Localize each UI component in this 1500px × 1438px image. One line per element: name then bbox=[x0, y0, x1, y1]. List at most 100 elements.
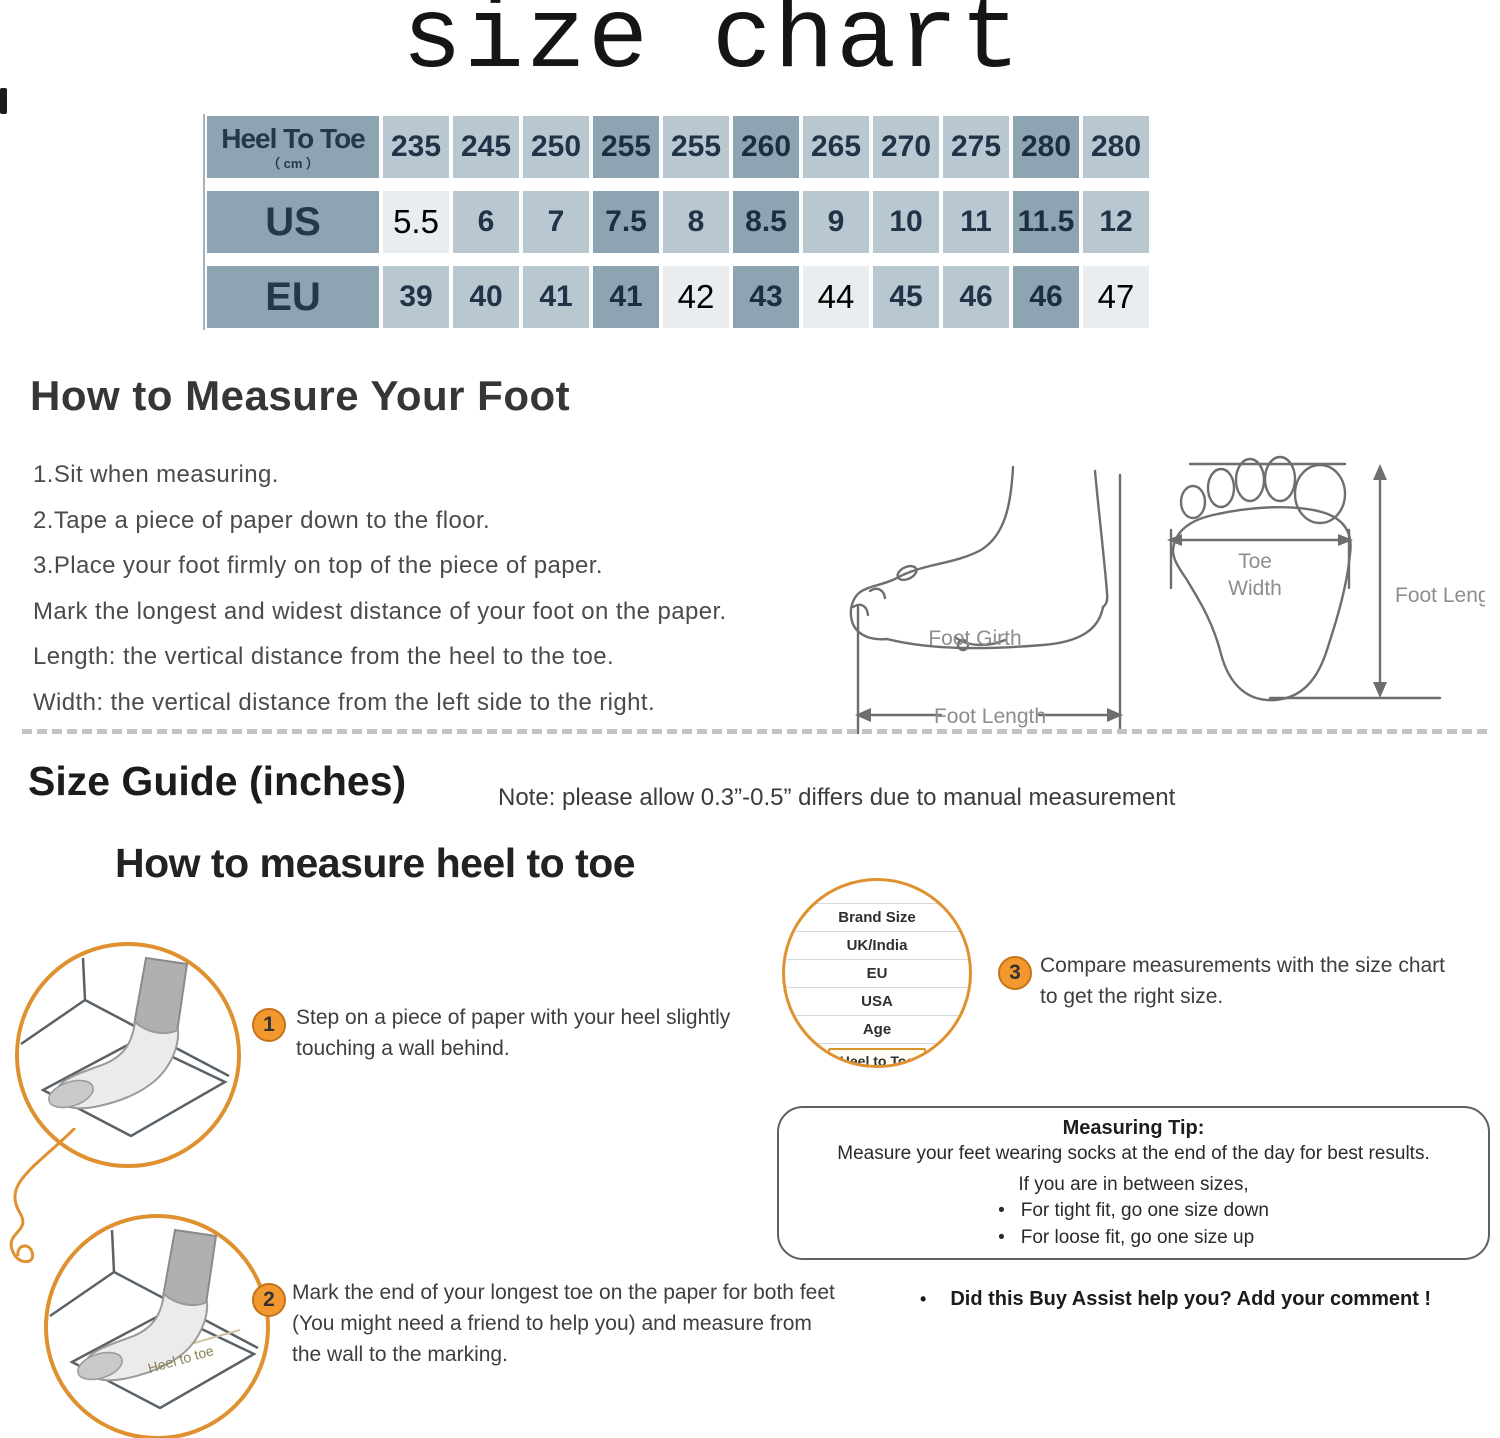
step1-line1: Step on a piece of paper with your heel … bbox=[296, 1006, 731, 1029]
toe-width-arrow-right bbox=[1338, 534, 1353, 546]
length-arrow-down bbox=[1373, 682, 1387, 698]
toe-2 bbox=[1206, 467, 1236, 509]
step3-badge: 3 bbox=[998, 956, 1032, 990]
toe-small bbox=[1179, 484, 1207, 520]
measuring-tip-line1: Measure your feet wearing socks at the e… bbox=[837, 1143, 1430, 1164]
step3-line2: to get the right size. bbox=[1040, 985, 1224, 1008]
size-cell: 7 bbox=[523, 191, 589, 253]
toe-width-label-1: Toe bbox=[1238, 550, 1272, 573]
squiggle-path bbox=[9, 1128, 77, 1263]
size-field-row: Age bbox=[785, 1016, 969, 1044]
size-cell: 47 bbox=[1083, 266, 1149, 328]
instruction-line: 3.Place your foot firmly on top of the p… bbox=[33, 552, 603, 579]
arrow-left bbox=[855, 708, 871, 722]
size-fields-list: Brand Size UK/India EU USA Age bbox=[785, 903, 969, 1044]
size-cell: 41 bbox=[523, 266, 589, 328]
instruction-line: 2.Tape a piece of paper down to the floo… bbox=[33, 506, 491, 534]
table-row-header: US bbox=[207, 191, 379, 253]
length-arrow-up bbox=[1373, 464, 1387, 480]
size-field-row: UK/India bbox=[785, 932, 969, 960]
toe-width-label-2: Width bbox=[1228, 577, 1282, 600]
size-cell: 8 bbox=[663, 191, 729, 253]
size-cell: 255 bbox=[663, 116, 729, 178]
size-cell: 235 bbox=[383, 116, 449, 178]
size-cell: 46 bbox=[1013, 266, 1079, 328]
size-cell: 39 bbox=[383, 266, 449, 328]
tip-bullet: For tight fit, go one size down bbox=[998, 1197, 1269, 1224]
measuring-tip-box: Measuring Tip: Measure your feet wearing… bbox=[777, 1106, 1490, 1260]
size-chart-table: Heel To Toe （ cm ） 235 245 250 255 255 260 265 27… bbox=[207, 116, 1149, 328]
toe-width-arrow-left bbox=[1167, 534, 1182, 546]
foot-outline-sole bbox=[885, 605, 1105, 650]
foot-length-side-label: Foot Length bbox=[934, 705, 1046, 728]
tip-bullet: For loose fit, go one size up bbox=[998, 1224, 1269, 1251]
dashed-divider bbox=[22, 729, 1487, 734]
size-cell: 41 bbox=[593, 266, 659, 328]
table-row-header: Heel To Toe （ cm ） bbox=[207, 116, 379, 178]
step2-text: Mark the end of your longest toe on the … bbox=[292, 1277, 835, 1370]
foot-arch-line bbox=[953, 635, 1007, 647]
size-cell: 280 bbox=[1083, 116, 1149, 178]
sole-outline bbox=[1171, 505, 1352, 702]
page-title: size chart bbox=[402, 0, 1023, 97]
size-cell: 11 bbox=[943, 191, 1009, 253]
step1-text: Step on a piece of paper with your heel … bbox=[296, 1002, 730, 1064]
step2-line1: Mark the end of your longest toe on the … bbox=[292, 1281, 835, 1304]
instruction-line: 1.Sit when measuring. bbox=[33, 461, 279, 488]
measure-bounds bbox=[856, 473, 1122, 735]
size-cell: 280 bbox=[1013, 116, 1079, 178]
size-cell: 270 bbox=[873, 116, 939, 178]
size-cell: 8.5 bbox=[733, 191, 799, 253]
size-cell: 44 bbox=[803, 266, 869, 328]
step1-illustration bbox=[15, 942, 241, 1168]
connector-squiggle bbox=[9, 1128, 77, 1263]
step3-line1: Compare measurements with the size chart bbox=[1040, 954, 1445, 977]
big-toe bbox=[1293, 463, 1347, 525]
size-cell: 11.5 bbox=[1013, 191, 1079, 253]
length-measure-lines bbox=[1188, 462, 1442, 700]
buy-assist-note: Did this Buy Assist help you? Add your c… bbox=[920, 1288, 1431, 1311]
side-foot-diagram: Foot Girth Foot Length bbox=[849, 465, 1123, 735]
size-cell: 275 bbox=[943, 116, 1009, 178]
step2-line2: (You might need a friend to help you) an… bbox=[292, 1312, 812, 1335]
size-fields-circle: Brand Size UK/India EU USA Age Heel to Toe bbox=[782, 878, 972, 1068]
size-cell: 9 bbox=[803, 191, 869, 253]
table-row-header: EU bbox=[207, 266, 379, 328]
step1-line2: touching a wall behind. bbox=[296, 1037, 510, 1060]
step3-text: Compare measurements with the size chart… bbox=[1040, 950, 1445, 1012]
size-cell: 255 bbox=[593, 116, 659, 178]
size-cell: 43 bbox=[733, 266, 799, 328]
step2-badge: 2 bbox=[252, 1283, 286, 1317]
sock-toe-cap bbox=[77, 1351, 123, 1381]
size-field-row: Brand Size bbox=[785, 903, 969, 932]
girth-band-mark bbox=[896, 564, 918, 582]
instruction-line: Mark the longest and widest distance of … bbox=[33, 597, 727, 625]
step2-illustration: Heel to toe bbox=[44, 1214, 270, 1438]
heel-to-toe-field: Heel to Toe bbox=[827, 1048, 927, 1065]
step1-badge: 1 bbox=[252, 1008, 286, 1042]
foot-girth-label: Foot Girth bbox=[928, 627, 1021, 650]
size-cell: 265 bbox=[803, 116, 869, 178]
sock-toe-cap bbox=[48, 1079, 94, 1109]
step2-line3: the wall to the marking. bbox=[292, 1343, 508, 1366]
heel-to-toe-subheading: How to measure heel to toe bbox=[115, 840, 636, 886]
measure-instructions: 1.Sit when measuring. 2.Tape a piece of p… bbox=[33, 452, 727, 725]
size-cell: 12 bbox=[1083, 191, 1149, 253]
size-field-row: USA bbox=[785, 988, 969, 1016]
instruction-line: Length: the vertical distance from the h… bbox=[33, 643, 615, 670]
size-field-row: EU bbox=[785, 960, 969, 988]
measuring-tip-title: Measuring Tip: bbox=[1062, 1117, 1205, 1139]
toe-3 bbox=[1234, 457, 1266, 503]
size-field-highlight-row: Heel to Toe bbox=[785, 1048, 969, 1065]
size-cell: 7.5 bbox=[593, 191, 659, 253]
size-cell: 42 bbox=[663, 266, 729, 328]
arrow-right bbox=[1107, 708, 1123, 722]
size-guide-note: Note: please allow 0.3”-0.5” differs due… bbox=[498, 784, 1176, 811]
size-cell: 40 bbox=[453, 266, 519, 328]
toe-lines bbox=[851, 587, 887, 617]
table-left-edge bbox=[203, 114, 205, 330]
size-cell: 260 bbox=[733, 116, 799, 178]
size-cell: 10 bbox=[873, 191, 939, 253]
instruction-line: Width: the vertical distance from the le… bbox=[33, 688, 656, 716]
